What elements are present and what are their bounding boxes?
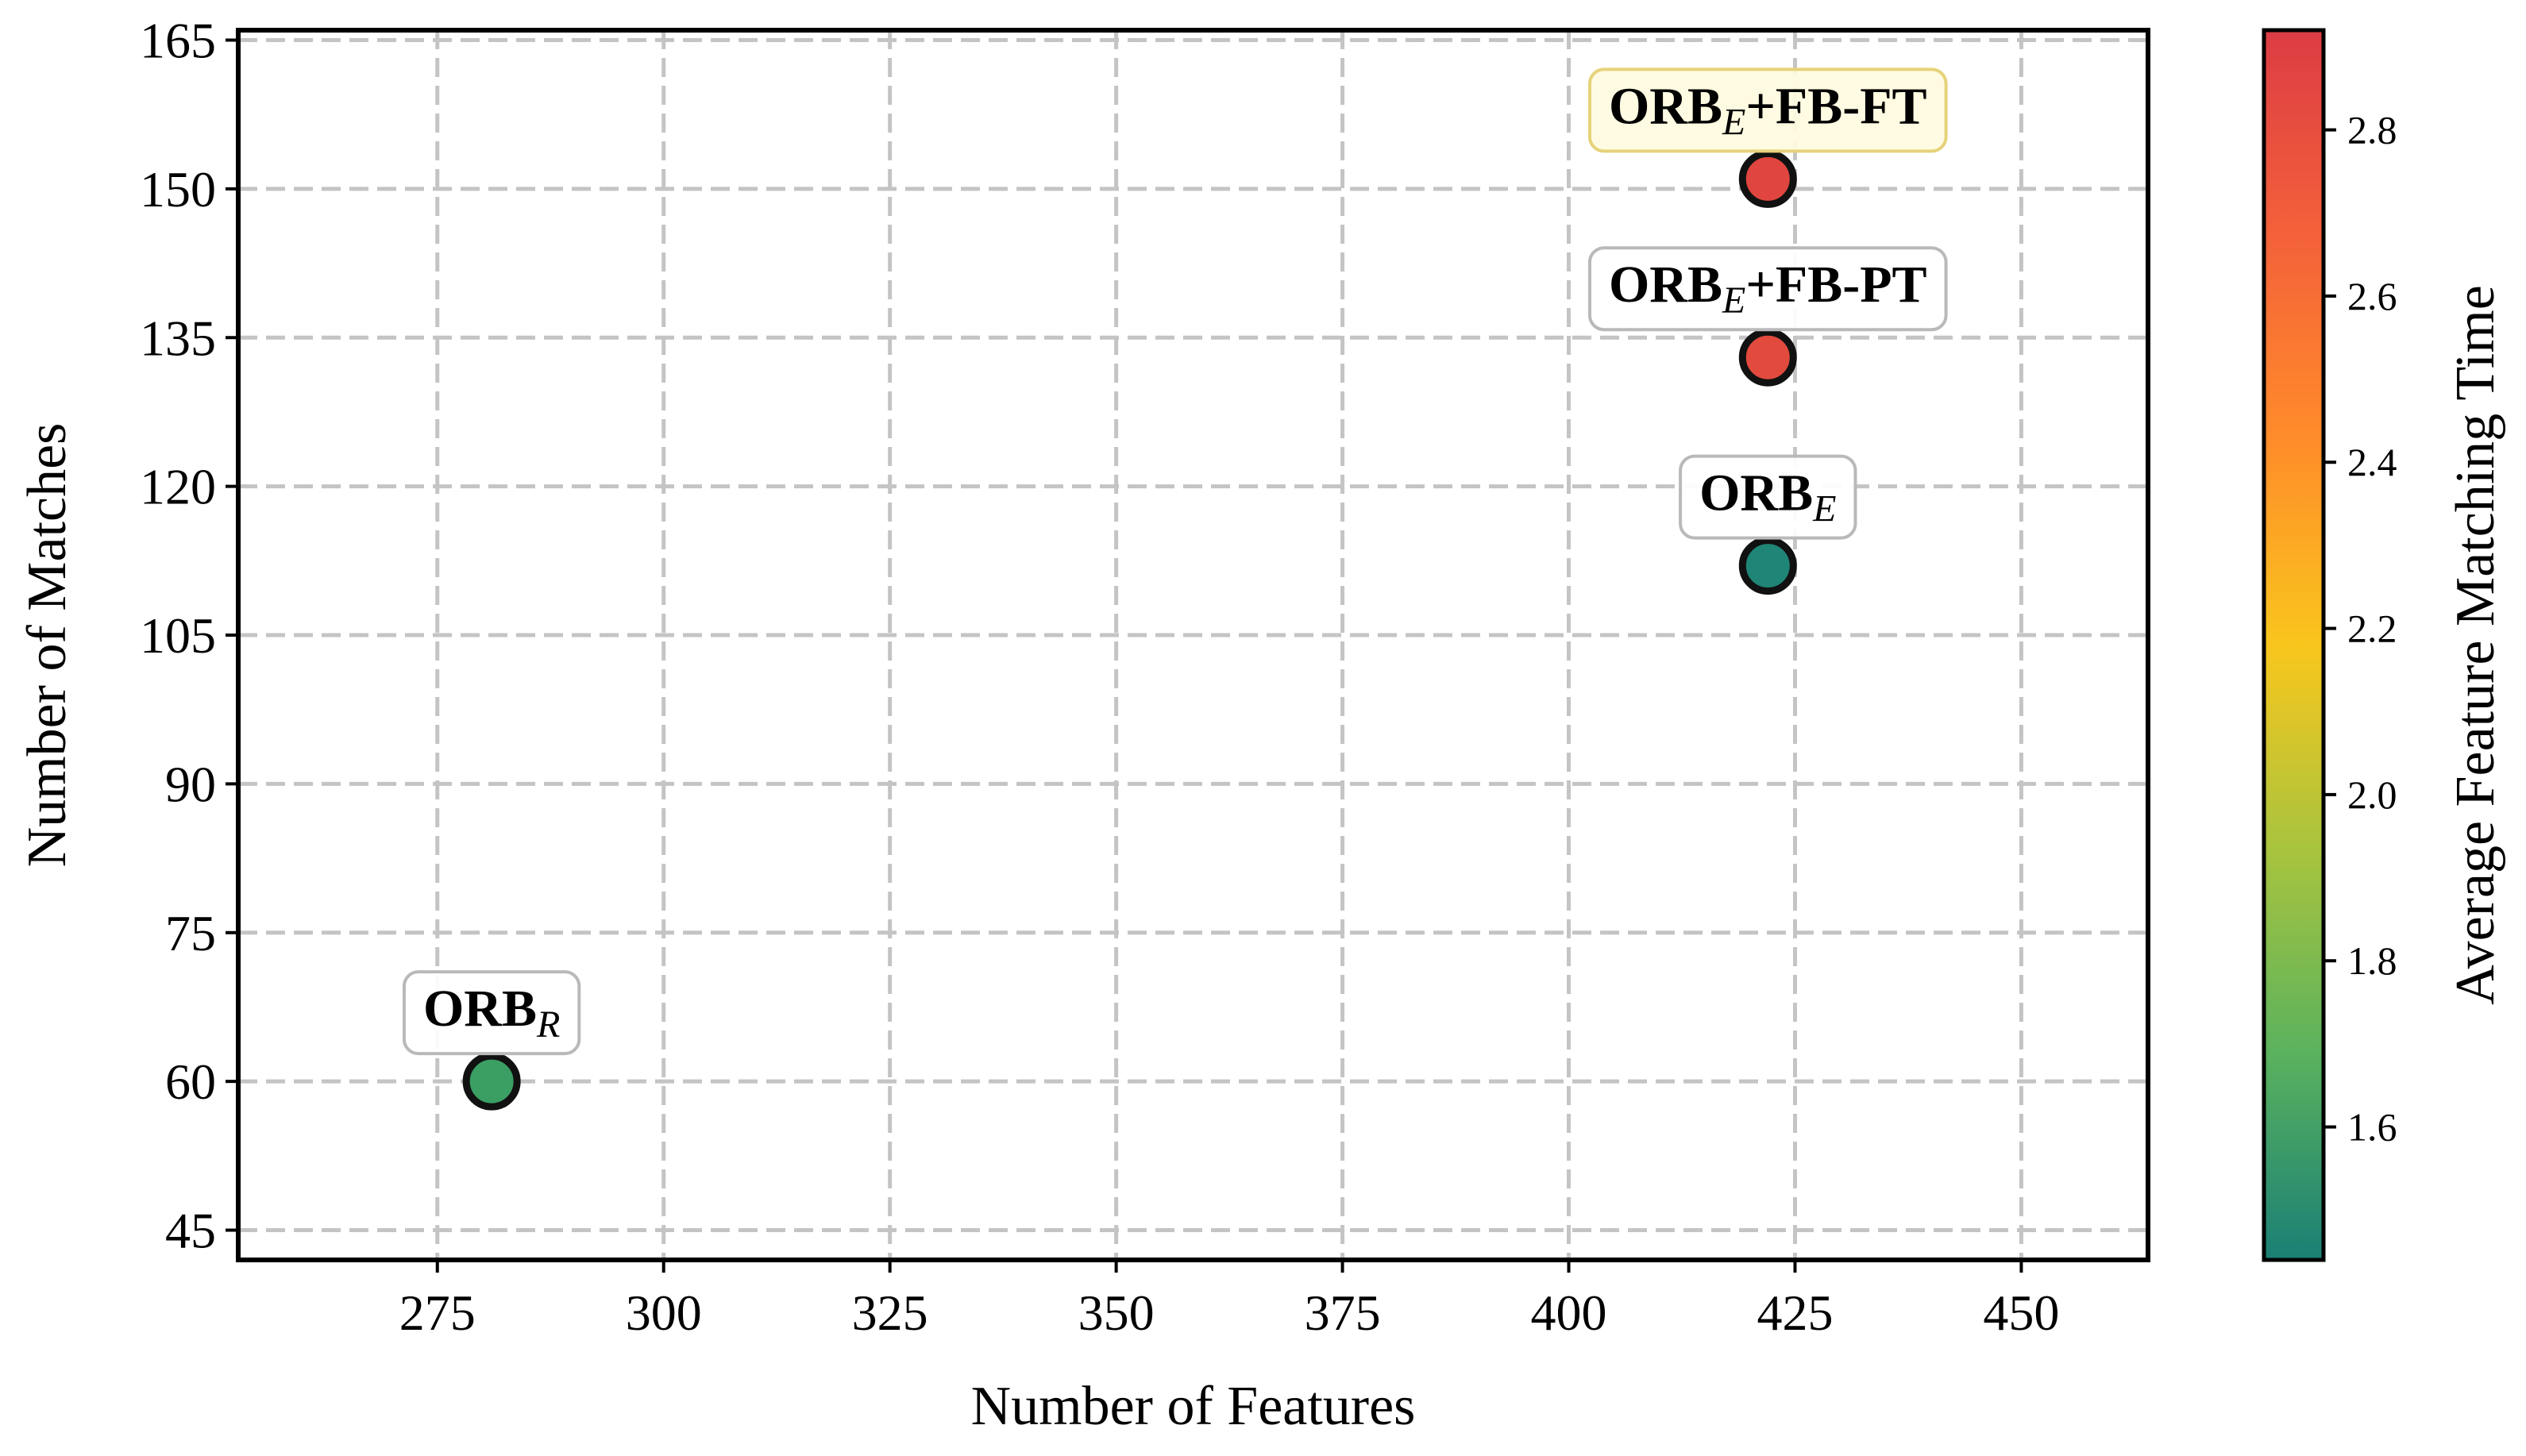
x-axis-title: Number of Features — [971, 1376, 1416, 1437]
x-tick-label: 350 — [1078, 1285, 1155, 1341]
data-points — [462, 149, 1797, 1111]
data-point — [1738, 328, 1797, 387]
y-tick-label: 75 — [165, 905, 216, 961]
colorbar-tick-label: 1.6 — [2347, 1105, 2397, 1150]
point-label: ORBR — [402, 970, 581, 1056]
grid — [238, 30, 2148, 1260]
y-tick-label: 60 — [165, 1053, 216, 1110]
point-label-text: ORBR — [423, 980, 560, 1046]
point-label: ORBE — [1679, 454, 1857, 540]
y-axis-title: Number of Matches — [17, 423, 78, 868]
label-name: ORB — [1609, 256, 1722, 314]
label-name: ORB — [1609, 77, 1722, 135]
label-box — [402, 970, 581, 1056]
point-label: ORBE+FB-FT — [1587, 67, 1948, 153]
x-tick-label: 325 — [852, 1285, 928, 1341]
colorbar-tick-label: 2.6 — [2347, 274, 2397, 318]
x-tick-label: 400 — [1531, 1285, 1607, 1341]
point-label-text: ORBE+FB-FT — [1609, 77, 1927, 143]
label-name: ORB — [423, 980, 537, 1038]
colorbar-tick-label: 1.8 — [2347, 938, 2397, 983]
colorbar-tick-label: 2.4 — [2347, 440, 2397, 484]
point-label-text: ORBE — [1699, 464, 1836, 530]
colorbar-gradient — [2262, 28, 2326, 1262]
colorbar: 1.6 1.8 2.0 2.2 2.4 2.6 2.8 — [2262, 28, 2397, 1262]
y-tick-label: 165 — [140, 12, 216, 68]
y-tick-label: 120 — [140, 459, 216, 515]
label-box — [1587, 246, 1948, 332]
y-tick-label: 135 — [140, 310, 216, 366]
label-suffix: +FB-FT — [1745, 77, 1926, 135]
label-subscript: R — [536, 1003, 560, 1046]
colorbar-tick-label: 2.2 — [2347, 607, 2397, 651]
x-tick-label: 275 — [399, 1285, 476, 1341]
colorbar-tick-label: 2.0 — [2347, 772, 2397, 817]
label-subscript: E — [1722, 279, 1745, 322]
point-label: ORBE+FB-PT — [1587, 246, 1948, 332]
label-name: ORB — [1699, 464, 1813, 522]
colorbar-title: Average Feature Matching Time — [2445, 285, 2506, 1005]
y-tick-label: 105 — [140, 607, 216, 664]
highlight-label-box — [1587, 67, 1948, 153]
label-box — [1679, 454, 1857, 540]
plot-frame — [236, 28, 2150, 1262]
x-tick-label: 425 — [1757, 1285, 1833, 1341]
x-tick-label: 375 — [1305, 1285, 1381, 1341]
y-tick-label: 90 — [165, 756, 216, 812]
x-tick-label: 300 — [626, 1285, 702, 1341]
label-subscript: E — [1812, 488, 1836, 530]
data-point — [1738, 537, 1797, 595]
x-tick-label: 450 — [1983, 1285, 2059, 1341]
colorbar-tick-label: 2.8 — [2347, 108, 2397, 152]
y-tick-label: 150 — [140, 161, 216, 218]
label-suffix: +FB-PT — [1745, 256, 1926, 314]
y-tick-label: 45 — [165, 1203, 216, 1259]
axis-ticks: 275 300 325 350 375 400 425 450 45 60 75 90 105 120 13… — [140, 12, 2059, 1341]
point-label-text: ORBE+FB-PT — [1609, 256, 1927, 322]
label-subscript: E — [1722, 101, 1745, 143]
data-point — [462, 1052, 521, 1111]
data-point — [1738, 149, 1797, 208]
